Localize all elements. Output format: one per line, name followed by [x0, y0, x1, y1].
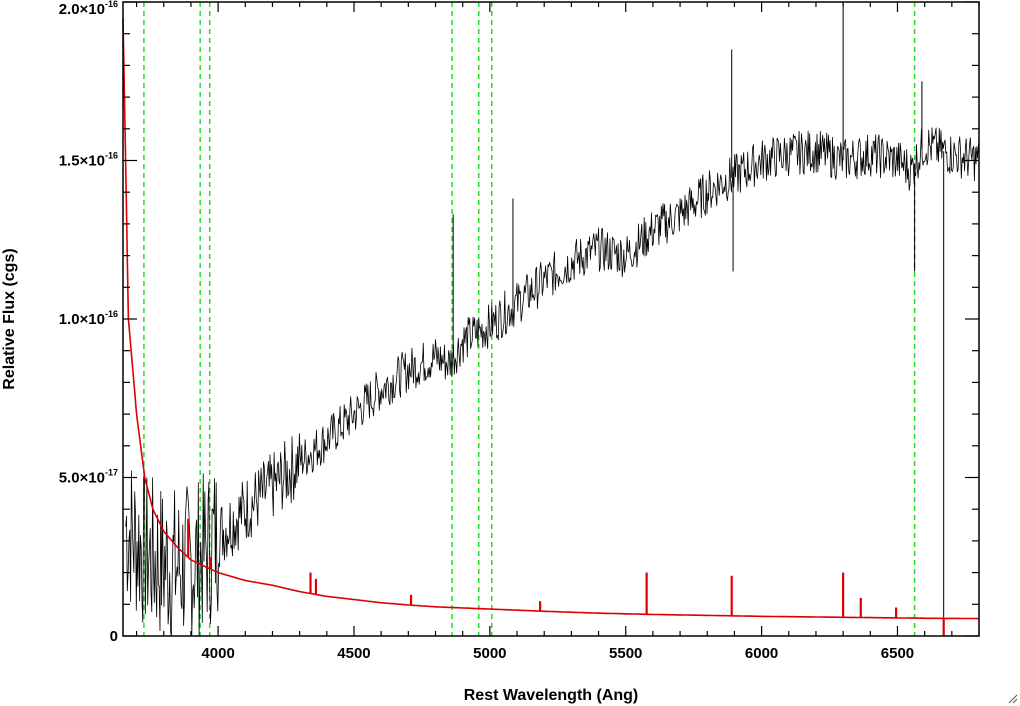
y-tick-label: 1.0×10-16	[59, 309, 118, 328]
y-axis: 0 5.0×10-17 1.0×10-16 1.5×10-16 2.0×10-16	[59, 0, 979, 645]
data-series	[122, 2, 979, 637]
x-tick-label: 6500	[881, 645, 914, 662]
error-series	[122, 17, 979, 636]
y-tick-label: 5.0×10-17	[59, 468, 118, 487]
x-tick-label: 6000	[745, 645, 778, 662]
plot-frame	[122, 1, 980, 637]
x-axis: 4000 4500 5000 5500 6000 6500	[135, 2, 980, 662]
y-tick-label: 2.0×10-16	[59, 0, 118, 18]
y-tick-label: 1.5×10-16	[59, 151, 118, 170]
error-line	[122, 17, 979, 620]
resize-grip-icon[interactable]	[1006, 692, 1018, 704]
x-tick-label: 5000	[473, 645, 506, 662]
x-tick-label: 5500	[609, 645, 642, 662]
spectrum-series	[125, 2, 979, 637]
x-axis-title: Rest Wavelength (Ang)	[464, 687, 639, 704]
x-tick-label: 4500	[337, 645, 370, 662]
reference-lines	[143, 2, 916, 636]
x-tick-label: 4000	[201, 645, 234, 662]
y-axis-title: Relative Flux (cgs)	[1, 248, 18, 389]
spectrum-line	[125, 127, 979, 637]
y-tick-label: 0	[110, 628, 118, 645]
